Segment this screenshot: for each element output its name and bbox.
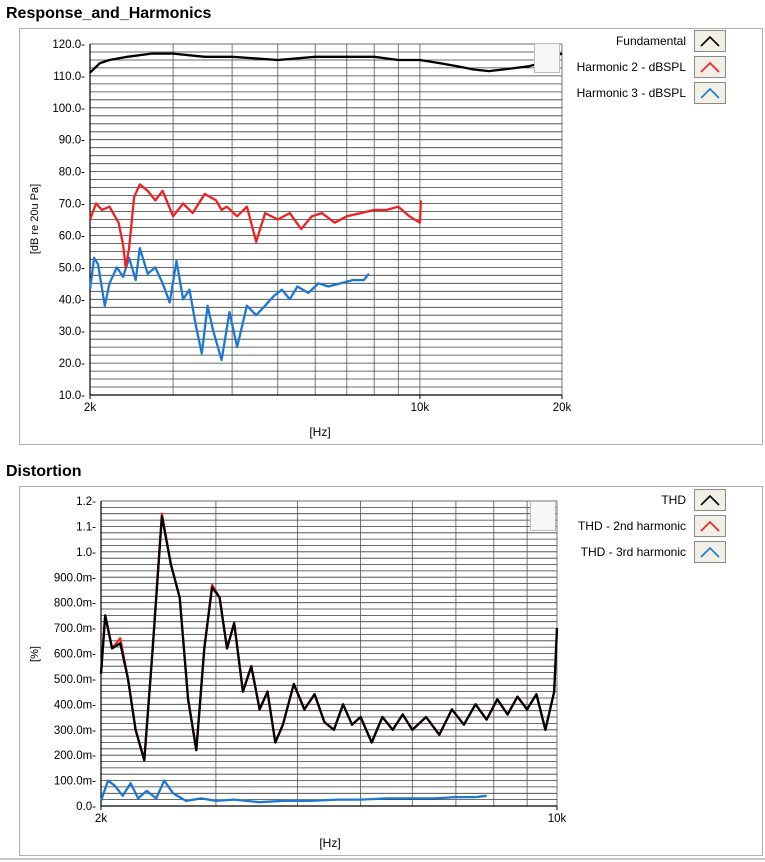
legend-label: Harmonic 2 - dBSPL	[576, 60, 686, 74]
legend-item-harmonic3[interactable]: Harmonic 3 - dBSPL	[577, 82, 726, 104]
response-chart: [Hz] [dB re 20u Pa] 120.0- 110.0- 100.0- 90…	[29, 39, 572, 439]
distortion-x-tick-label: 2k	[95, 813, 107, 825]
distortion-y-tick-label: 700.0m-	[54, 623, 96, 635]
legend-item-harmonic2[interactable]: Harmonic 2 - dBSPL	[577, 56, 726, 78]
legend-label: THD - 3rd harmonic	[580, 545, 686, 559]
legend-swatch-red-icon	[694, 515, 726, 537]
distortion-y-tick-label: 300.0m-	[54, 725, 96, 737]
response-x-axis-label: [Hz]	[309, 425, 330, 439]
legend-item-thd-3rd[interactable]: THD - 3rd harmonic	[581, 541, 726, 563]
response-chart-title: Response_and_Harmonics	[6, 5, 212, 22]
response-series-harmonic-2-dbspl	[88, 183, 423, 269]
response-series-harmonic-3-dbspl	[88, 247, 370, 362]
response-x-tick-label: 10k	[411, 402, 430, 414]
distortion-y-tick-label: 100.0m-	[54, 776, 96, 788]
response-series-fundamental	[89, 52, 563, 74]
legend-swatch-black-icon	[694, 30, 726, 52]
response-y-tick-label: 50.0-	[59, 262, 85, 274]
response-zoom-icon[interactable]	[534, 43, 560, 73]
response-legend: Fundamental Harmonic 2 - dBSPL Harmonic …	[577, 30, 726, 110]
response-y-axis-label: [dB re 20u Pa]	[29, 184, 41, 254]
distortion-y-tick-label: 500.0m-	[54, 674, 96, 686]
response-y-tick-label: 110.0-	[53, 71, 85, 83]
legend-swatch-black-icon	[694, 489, 726, 511]
response-y-tick-label: 90.0-	[59, 135, 85, 147]
response-x-tick-label: 2k	[84, 402, 96, 414]
distortion-x-axis-label: [Hz]	[319, 836, 340, 850]
distortion-y-tick-label: 1.1-	[76, 521, 96, 533]
legend-item-fundamental[interactable]: Fundamental	[616, 30, 726, 52]
distortion-y-tick-label: 200.0m-	[54, 750, 96, 762]
distortion-y-tick-label: 400.0m-	[54, 699, 96, 711]
legend-label: THD - 2nd harmonic	[577, 519, 686, 533]
legend-label: Fundamental	[615, 34, 686, 48]
distortion-legend: THD THD - 2nd harmonic THD - 3rd harmoni…	[578, 489, 726, 569]
legend-item-thd-2nd[interactable]: THD - 2nd harmonic	[578, 515, 726, 537]
distortion-y-tick-label: 800.0m-	[54, 598, 96, 610]
response-y-tick-label: 10.0-	[59, 390, 85, 402]
distortion-y-tick-label: 1.2-	[76, 496, 96, 508]
legend-item-thd[interactable]: THD	[661, 489, 726, 511]
distortion-y-tick-label: 0.0-	[76, 801, 96, 813]
response-y-tick-label: 40.0-	[59, 294, 85, 306]
legend-label: Harmonic 3 - dBSPL	[576, 86, 686, 100]
legend-swatch-blue-icon	[694, 82, 726, 104]
distortion-y-tick-label: 900.0m-	[54, 572, 96, 584]
response-y-tick-label: 60.0-	[59, 231, 85, 243]
bottom-divider	[0, 858, 765, 860]
distortion-series-thd	[99, 515, 559, 762]
distortion-plot-area	[99, 500, 559, 807]
response-y-tick-label: 30.0-	[59, 326, 85, 338]
response-chart-panel	[19, 28, 763, 445]
distortion-y-axis-label: [%]	[29, 646, 41, 662]
response-y-tick-label: 120.0-	[52, 39, 85, 51]
distortion-zoom-icon[interactable]	[530, 501, 556, 531]
legend-swatch-red-icon	[694, 56, 726, 78]
distortion-series-thd-3rd-harmonic	[99, 779, 487, 804]
response-y-tick-label: 20.0-	[59, 358, 85, 370]
distortion-x-tick-label: 10k	[548, 813, 567, 825]
response-x-tick-label: 20k	[553, 402, 572, 414]
legend-swatch-blue-icon	[694, 541, 726, 563]
response-plot-area	[88, 43, 563, 396]
distortion-y-tick-label: 600.0m-	[54, 649, 96, 661]
response-y-tick-label: 70.0-	[59, 199, 85, 211]
distortion-y-tick-label: 1.0-	[76, 547, 96, 559]
distortion-chart-title: Distortion	[6, 463, 82, 480]
legend-label: THD	[661, 493, 686, 507]
response-y-tick-label: 100.0-	[52, 103, 85, 115]
response-y-tick-label: 80.0-	[59, 167, 85, 179]
